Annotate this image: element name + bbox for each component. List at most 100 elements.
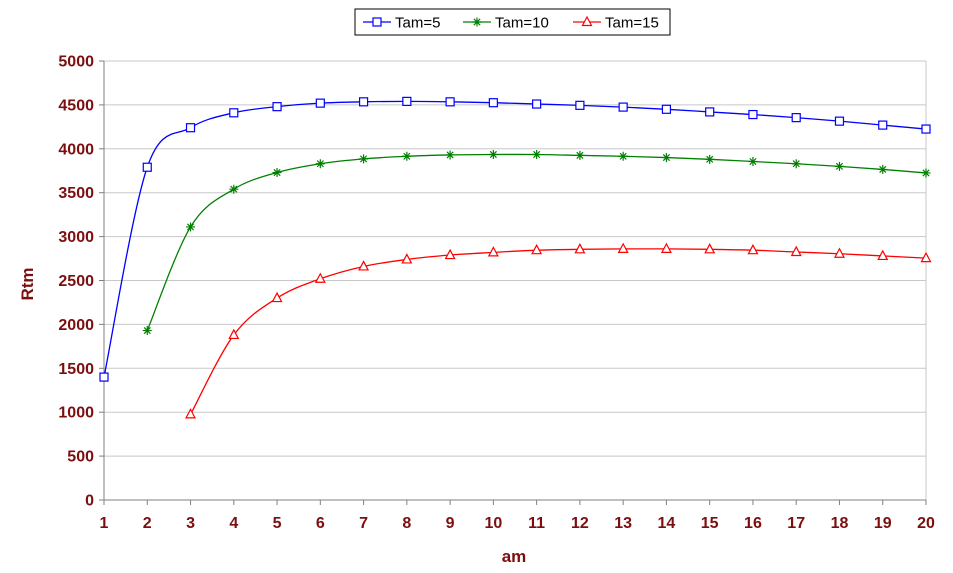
legend-label: Tam=5	[395, 15, 440, 32]
legend-item: Tam=5	[363, 15, 440, 32]
x-tick-label: 7	[359, 515, 368, 532]
series-line	[189, 248, 927, 415]
x-tick-label: 6	[316, 515, 325, 532]
x-tick-label: 1	[100, 515, 109, 532]
data-point	[575, 100, 585, 110]
data-point	[704, 243, 716, 254]
x-tick-label: 11	[528, 515, 545, 532]
x-tick-label: 15	[701, 515, 719, 532]
y-tick-label: 5000	[58, 54, 94, 71]
legend-marker	[581, 15, 593, 27]
data-point	[444, 248, 456, 260]
data-point	[358, 260, 370, 271]
x-tick-label: 17	[787, 515, 805, 532]
data-point	[402, 151, 412, 161]
series-1	[99, 96, 931, 382]
data-point	[531, 243, 543, 255]
x-tick-label: 5	[273, 515, 282, 532]
data-point	[186, 222, 196, 232]
data-point	[705, 154, 715, 164]
data-point	[142, 326, 152, 336]
y-tick-label: 3500	[58, 185, 94, 202]
data-point	[359, 154, 369, 164]
data-point	[877, 249, 889, 261]
data-point	[661, 153, 671, 163]
legend-item: Tam=10	[463, 15, 549, 32]
data-point	[142, 162, 152, 172]
data-point	[834, 161, 844, 171]
data-point	[705, 107, 715, 117]
x-tick-label: 9	[446, 515, 455, 532]
data-point	[920, 251, 932, 263]
legend-label: Tam=15	[605, 15, 659, 32]
data-point	[272, 168, 282, 178]
data-point	[272, 102, 282, 112]
x-tick-label: 4	[229, 515, 238, 532]
legend-label: Tam=10	[495, 15, 549, 32]
data-point	[618, 151, 628, 161]
data-point	[660, 242, 672, 253]
x-tick-label: 2	[143, 515, 152, 532]
data-point	[445, 97, 455, 107]
data-point	[487, 246, 499, 257]
axes	[99, 60, 927, 505]
data-point	[921, 168, 931, 178]
data-point	[185, 123, 196, 133]
data-point	[185, 408, 197, 419]
data-point	[834, 116, 845, 126]
x-tick-label: 12	[571, 515, 589, 532]
data-point	[532, 150, 542, 160]
x-tick-label: 16	[744, 515, 762, 532]
data-point	[315, 159, 325, 169]
y-tick-label: 1000	[58, 405, 94, 422]
data-point	[229, 108, 239, 118]
x-tick-label: 20	[917, 515, 935, 532]
legend-item: Tam=15	[573, 15, 659, 32]
data-point	[314, 272, 326, 283]
x-tick-label: 8	[402, 515, 411, 532]
data-point	[747, 243, 759, 255]
data-point	[401, 253, 413, 264]
data-point	[271, 291, 283, 303]
data-point	[228, 328, 240, 340]
series-2	[142, 150, 931, 336]
data-point	[99, 372, 109, 382]
data-point	[921, 124, 931, 134]
data-point	[532, 99, 542, 109]
series-3	[185, 242, 932, 419]
x-tick-label: 3	[186, 515, 195, 532]
legend-box	[354, 8, 671, 36]
data-point	[617, 242, 629, 253]
data-point	[229, 184, 239, 194]
x-tick-label: 10	[484, 515, 502, 532]
gridlines	[104, 60, 927, 500]
legend: Tam=5 Tam=10 Tam=15	[354, 8, 671, 36]
legend-marker	[472, 17, 482, 27]
series-line	[146, 153, 927, 331]
y-tick-label: 1500	[58, 361, 94, 378]
data-point	[315, 98, 325, 108]
y-tick-label: 0	[85, 493, 94, 510]
x-axis-title: am	[502, 547, 527, 566]
data-point	[488, 98, 498, 108]
y-tick-label: 2000	[58, 317, 94, 334]
y-tick-label: 4500	[58, 97, 94, 114]
data-point	[661, 104, 672, 114]
series-line	[103, 100, 927, 378]
data-point	[748, 109, 758, 120]
data-point	[748, 157, 758, 167]
tick-labels: 0 500 1000 1500 2000 2500 3000 3500 4000 4500 5000…	[58, 54, 935, 533]
data-point	[445, 150, 455, 160]
legend-marker	[372, 17, 382, 27]
x-tick-label: 18	[831, 515, 849, 532]
data-point	[878, 120, 888, 130]
x-tick-label: 13	[614, 515, 632, 532]
data-point	[402, 96, 412, 106]
x-tick-label: 14	[658, 515, 676, 532]
data-point	[574, 243, 586, 254]
y-tick-label: 2500	[58, 273, 94, 290]
data-point	[790, 245, 802, 257]
y-tick-label: 3000	[58, 229, 94, 246]
data-point	[618, 102, 628, 112]
